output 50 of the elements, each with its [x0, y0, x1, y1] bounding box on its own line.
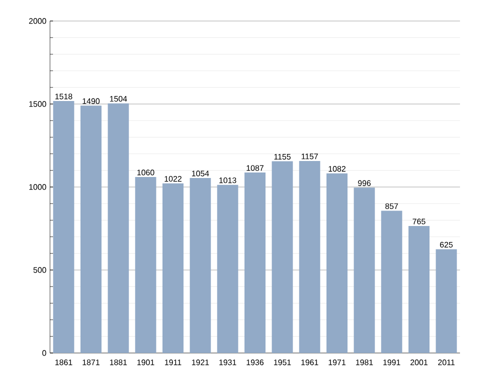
bar [354, 188, 375, 353]
x-tick-label: 2001 [410, 360, 428, 366]
x-tick-label: 1921 [192, 360, 209, 366]
data-label: 1082 [328, 166, 346, 172]
data-label: 1054 [192, 170, 209, 176]
x-tick-label: 1901 [137, 360, 154, 366]
bar [80, 106, 102, 353]
bar [244, 172, 266, 353]
x-tick-label: 1991 [383, 360, 400, 366]
bar [326, 173, 348, 353]
x-tick-label: 1931 [219, 360, 236, 366]
data-label: 1087 [246, 165, 264, 171]
y-tick-label: 1500 [29, 101, 46, 107]
x-tick-label: 1936 [246, 360, 264, 366]
x-tick-label: 1871 [82, 360, 100, 366]
data-label: 1013 [219, 177, 236, 184]
data-label: 1504 [110, 96, 127, 102]
y-tick-label: 1000 [29, 184, 46, 190]
bar [408, 226, 430, 353]
bar [108, 103, 129, 353]
data-label: 765 [412, 218, 426, 224]
data-label: 1518 [55, 94, 72, 100]
bar [436, 249, 457, 353]
data-label: 1490 [82, 98, 100, 104]
bar [135, 177, 156, 353]
data-label: 1157 [302, 154, 318, 160]
bar [217, 184, 238, 353]
y-tick-label: 2000 [29, 18, 46, 24]
y-tick-label: 0 [42, 350, 46, 356]
bar [190, 178, 211, 353]
x-tick-label: 1861 [55, 360, 72, 366]
data-label: 857 [385, 203, 398, 210]
bar [299, 160, 320, 353]
x-tick-label: 1881 [110, 360, 127, 366]
x-tick-label: 1971 [328, 360, 346, 366]
data-label: 625 [440, 242, 453, 248]
data-label: 1022 [164, 176, 182, 182]
data-label: 1155 [274, 154, 291, 160]
x-tick-label: 2011 [438, 360, 455, 366]
data-label: 996 [358, 180, 371, 186]
y-tick-label: 500 [33, 267, 46, 273]
x-tick-label: 1911 [165, 360, 182, 366]
bar [272, 161, 293, 353]
x-tick-label: 1961 [301, 360, 318, 366]
data-label: 1060 [137, 170, 154, 176]
x-tick-label: 1981 [356, 360, 373, 366]
bar [162, 183, 184, 353]
bar [53, 101, 74, 353]
x-tick-label: 1951 [274, 360, 291, 366]
bar [381, 210, 402, 353]
